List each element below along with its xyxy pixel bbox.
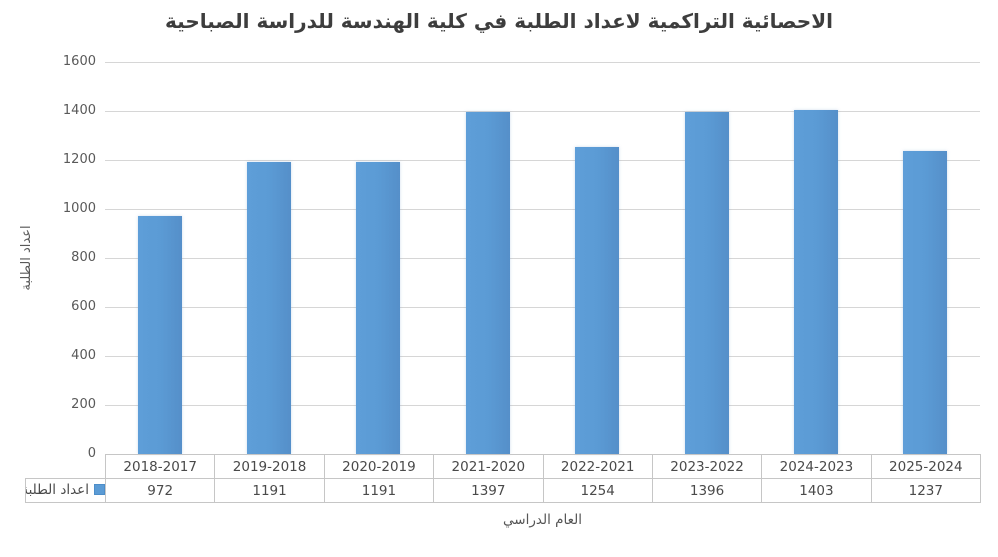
bar (465, 111, 510, 454)
y-tick-label: 1200 (62, 152, 96, 167)
y-tick-label: 800 (71, 250, 96, 265)
y-axis-title: اعداد الطلبة (19, 225, 34, 291)
value-cell: 1403 (761, 478, 872, 503)
bar (356, 162, 401, 454)
y-tick-label: 200 (71, 397, 96, 412)
value-cell: 1397 (433, 478, 544, 503)
value-cell: 1191 (214, 478, 325, 503)
y-tick-label: 0 (87, 446, 96, 461)
bar-column (871, 62, 980, 454)
value-cell: 972 (104, 478, 216, 503)
bar-column (433, 62, 542, 454)
bar-column (214, 62, 323, 454)
bar (793, 110, 838, 454)
legend-swatch-icon (94, 484, 105, 496)
value-cell: 1254 (542, 478, 653, 503)
plot-area (105, 62, 980, 454)
bar-column (652, 62, 761, 454)
category-header: 2022-2021 (542, 454, 653, 479)
y-tick-label: 1000 (62, 201, 96, 216)
chart-title: الاحصائية التراكمية لاعداد الطلبة في كلي… (165, 9, 833, 33)
y-tick-label: 1400 (62, 103, 96, 118)
bar (903, 150, 948, 454)
value-cell: 1396 (651, 478, 763, 503)
category-header: 2021-2020 (433, 454, 544, 479)
category-header: 2020-2019 (323, 454, 435, 479)
bar (137, 215, 182, 454)
bar-column (761, 62, 870, 454)
bar-column (324, 62, 433, 454)
value-cell: 1237 (870, 478, 982, 503)
series-value-row: اعداد الطلبة 972 1191 1191 1397 1254 139… (25, 478, 982, 503)
bar (247, 162, 292, 454)
series-legend-label: اعداد الطلبة (25, 481, 90, 498)
table-corner (26, 455, 106, 479)
data-table: 2018-2017 2019-2018 2020-2019 2021-2020 … (25, 454, 982, 503)
category-header-row: 2018-2017 2019-2018 2020-2019 2021-2020 … (26, 454, 982, 479)
bar (575, 146, 620, 454)
y-tick-label: 1600 (62, 54, 96, 69)
y-tick-label: 400 (71, 348, 96, 363)
category-header: 2019-2018 (214, 454, 325, 479)
category-header: 2024-2023 (761, 454, 872, 479)
category-header: 2025-2024 (870, 454, 982, 479)
legend-cell: اعداد الطلبة (25, 478, 106, 503)
category-header: 2018-2017 (104, 454, 216, 479)
x-axis-title: العام الدراسي (503, 512, 582, 528)
value-cell: 1191 (323, 478, 435, 503)
y-tick-label: 600 (71, 299, 96, 314)
bar-column (105, 62, 214, 454)
category-header: 2023-2022 (651, 454, 763, 479)
bar (684, 111, 729, 454)
bar-column (543, 62, 652, 454)
